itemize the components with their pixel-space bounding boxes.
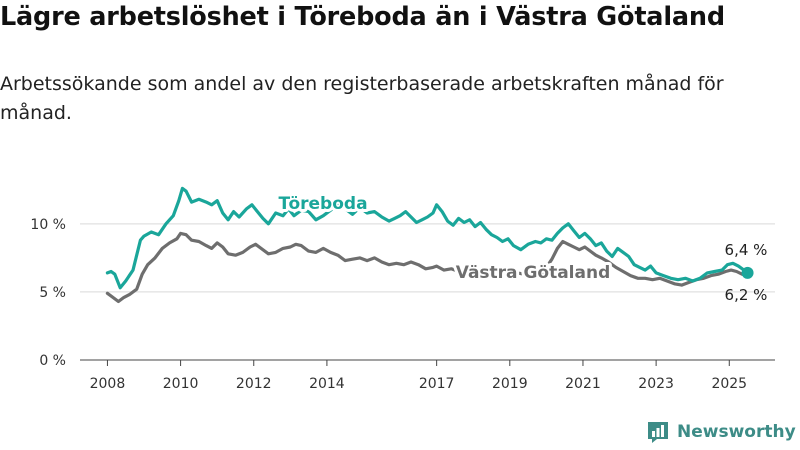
x-tick-label: 2025 [711,376,747,392]
end-value-vastra-gotaland: 6,2 % [725,286,768,304]
y-tick-label: 10 % [30,217,66,233]
page-title: Lägre arbetslöshet i Töreboda än i Västr… [0,2,725,32]
series-label-toreboda: Töreboda [278,194,367,214]
series-label-vastra-gotaland-halo: Västra Götaland [456,263,611,283]
y-tick-label: 5 % [39,285,66,301]
series-layer [105,186,754,304]
brand-logo[interactable]: Newsworthy [645,419,796,445]
series-line-toreboda [105,186,750,290]
series-label-vastra-gotaland: Västra Götaland [456,263,611,283]
y-tick-label: 0 % [39,353,66,369]
x-tick-label: 2008 [90,376,126,392]
chart-subtitle: Arbetssökande som andel av den registerb… [0,73,724,124]
grid-layer [80,223,775,293]
axis-layer: 0 % 5 % 10 % 2008 2010 2012 2014 2017 2019 2021 20… [30,217,775,392]
x-tick-label: 2021 [565,376,601,392]
series-line-vastra-gotaland [105,231,750,304]
series-end-point [741,266,754,279]
x-tick-label: 2014 [309,376,345,392]
end-value-toreboda: 6,4 % [725,241,768,259]
bar-chart-logo-icon [648,422,668,443]
x-tick-label: 2017 [419,376,455,392]
x-tick-label: 2010 [163,376,199,392]
series-label-toreboda-halo: Töreboda [278,194,367,214]
x-tick-label: 2012 [236,376,272,392]
brand-name: Newsworthy [677,422,796,442]
x-tick-label: 2019 [492,376,528,392]
x-tick-label: 2023 [638,376,674,392]
